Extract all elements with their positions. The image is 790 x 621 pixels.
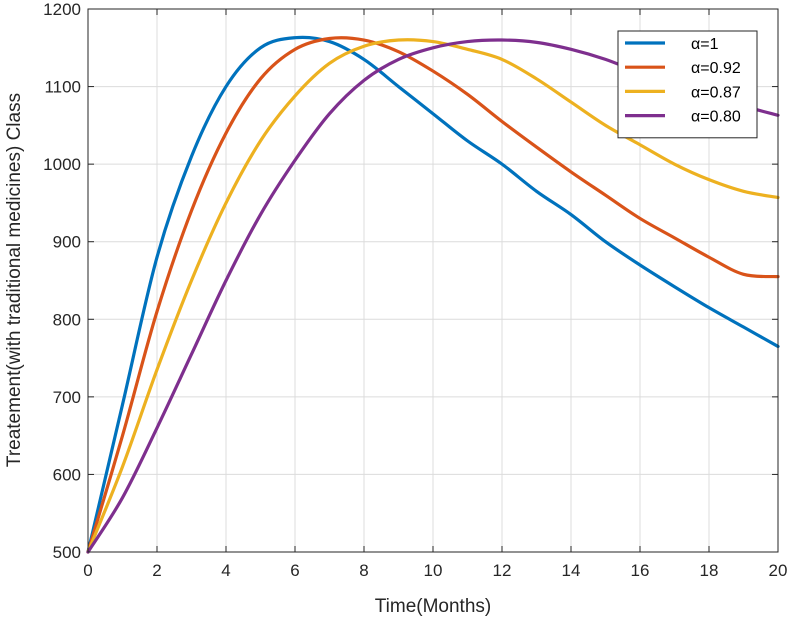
- x-tick-label: 0: [83, 561, 92, 580]
- legend-label: α=1: [691, 36, 719, 53]
- x-tick-label: 4: [221, 561, 230, 580]
- series-line-3: [86, 38, 780, 554]
- x-tick-label: 8: [359, 561, 368, 580]
- y-axis-ticks: 500 600 700 800 900 1000 1100 1200: [43, 0, 778, 562]
- x-axis-ticks: 0 2 4 6 8 10 12 14 16 18 20: [83, 9, 787, 580]
- y-tick-label: 1000: [43, 155, 81, 174]
- legend-label: α=0.92: [691, 60, 741, 77]
- y-tick-label: 700: [53, 388, 81, 407]
- y-tick-label: 900: [53, 233, 81, 252]
- y-tick-label: 500: [53, 543, 81, 562]
- y-tick-label: 1200: [43, 0, 81, 19]
- series-line-1: [86, 35, 780, 554]
- x-tick-label: 6: [290, 561, 299, 580]
- y-tick-label: 600: [53, 465, 81, 484]
- legend-label: α=0.87: [691, 84, 741, 101]
- y-axis-title: Treatement(with traditional medicines) C…: [4, 93, 25, 467]
- grid: [88, 9, 778, 552]
- x-tick-label: 2: [152, 561, 161, 580]
- legend-box: [617, 30, 758, 139]
- legend: α=1 α=0.92 α=0.87 α=0.80: [617, 30, 758, 139]
- x-tick-label: 12: [493, 561, 512, 580]
- y-tick-label: 800: [53, 310, 81, 329]
- x-axis-title: Time(Months): [375, 596, 491, 617]
- x-tick-label: 14: [562, 561, 581, 580]
- x-tick-label: 20: [769, 561, 788, 580]
- y-tick-label: 1100: [44, 78, 81, 97]
- x-tick-label: 16: [631, 561, 650, 580]
- x-tick-label: 18: [700, 561, 719, 580]
- legend-label: α=0.80: [691, 109, 741, 126]
- x-tick-label: 10: [424, 561, 443, 580]
